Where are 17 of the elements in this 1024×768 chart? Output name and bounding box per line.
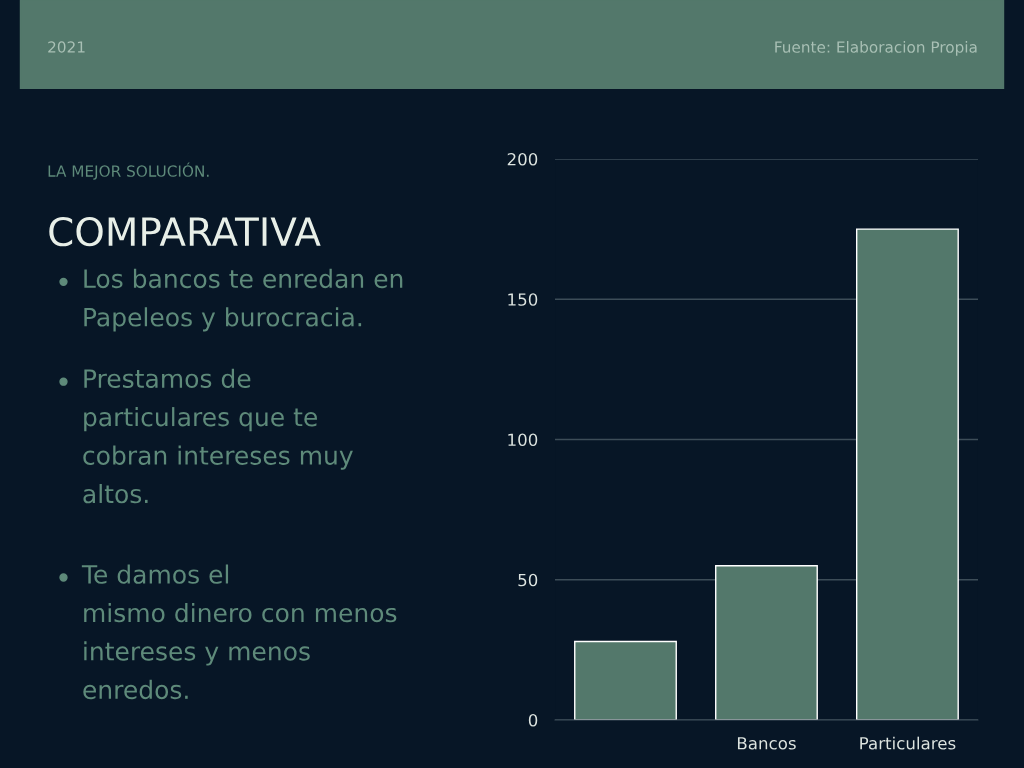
text: COMPARATIVA xyxy=(49,216,321,247)
bar xyxy=(715,565,818,720)
y-tick-label: 100 xyxy=(508,433,538,447)
text: Te damos el mismo dinero con menos intereses y menos enredos. xyxy=(81,564,397,700)
text: LA MEJOR SOLUCIÓN. xyxy=(48,162,209,180)
bar xyxy=(574,640,677,720)
x-tick-label: Bancos xyxy=(737,737,796,750)
y-tick-label: 50 xyxy=(518,573,538,587)
text: Los bancos te enredan en Papeleos y burocracia. xyxy=(84,268,403,332)
y-tick-label: 0 xyxy=(528,713,538,727)
x-tick-label: Particulares xyxy=(860,736,956,750)
text: Prestamos de particulares que te cobran intereses muy altos. xyxy=(83,368,353,504)
bar xyxy=(855,228,959,720)
text: 2021 xyxy=(48,41,85,53)
y-tick-label: 150 xyxy=(508,293,538,306)
source-note: Fuente: Elaboracion Propia xyxy=(775,40,977,56)
y-tick-label: 200 xyxy=(507,152,538,166)
